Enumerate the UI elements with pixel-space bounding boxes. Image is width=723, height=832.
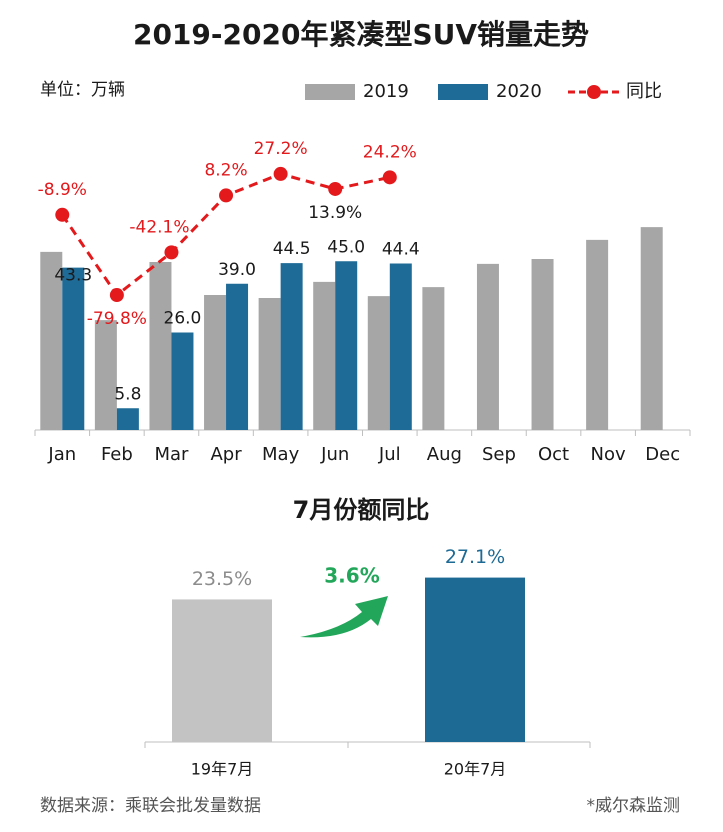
bar	[313, 281, 336, 430]
bar	[116, 408, 139, 430]
bar	[586, 239, 609, 430]
bar	[425, 577, 525, 742]
data-label: 45.0	[327, 237, 365, 257]
legend-swatch	[305, 84, 355, 100]
bar	[280, 263, 303, 430]
data-label: 13.9%	[308, 203, 362, 223]
bar	[335, 261, 358, 430]
x-tick-label: 19年7月	[191, 760, 254, 779]
bar	[171, 332, 194, 430]
source: 数据来源：乘联会批发量数据	[40, 796, 261, 816]
bar	[149, 262, 172, 430]
data-label: 27.2%	[254, 139, 308, 159]
data-label: 23.5%	[192, 568, 252, 590]
bar	[226, 283, 249, 430]
line-marker	[109, 288, 124, 303]
data-label: 8.2%	[204, 160, 247, 180]
line-marker	[219, 188, 234, 203]
bar	[40, 251, 63, 430]
data-label: 43.3	[54, 266, 92, 286]
data-label: 27.1%	[445, 546, 505, 568]
bar	[204, 295, 227, 430]
data-label: 5.8	[114, 384, 141, 404]
data-label: -8.9%	[38, 180, 87, 200]
chart-title: 7月份额同比	[293, 496, 430, 524]
bar	[640, 227, 663, 430]
annotation: 3.6%	[324, 564, 379, 588]
chart-title: 2019-2020年紧凑型SUV销量走势	[133, 18, 589, 51]
legend-label: 2019	[363, 81, 409, 102]
data-label: -79.8%	[87, 309, 147, 329]
line-marker	[164, 245, 179, 260]
line-marker	[55, 207, 70, 222]
x-tick-label: Aug	[427, 444, 462, 465]
bar	[389, 263, 412, 430]
x-tick-label: Mar	[154, 444, 189, 465]
data-label: 26.0	[164, 309, 202, 329]
line-marker	[273, 166, 288, 181]
bar	[367, 296, 390, 430]
legend-label: 2020	[496, 81, 542, 102]
note: *威尔森监测	[587, 796, 681, 816]
x-tick-label: Jul	[378, 444, 401, 465]
data-label: -42.1%	[129, 217, 189, 237]
line-marker	[328, 181, 343, 196]
bar	[476, 263, 499, 430]
legend-swatch	[438, 84, 488, 100]
data-label: 39.0	[218, 260, 256, 280]
data-label: 44.5	[273, 239, 311, 259]
data-label: 24.2%	[363, 142, 417, 162]
legend-label: 同比	[626, 81, 662, 102]
x-tick-label: May	[262, 444, 300, 465]
arrow	[300, 596, 388, 638]
x-tick-label: Oct	[538, 444, 569, 465]
bar	[172, 599, 272, 742]
x-tick-label: Dec	[645, 444, 680, 465]
x-tick-label: Apr	[210, 444, 242, 465]
x-tick-label: Sep	[482, 444, 516, 465]
bar	[62, 267, 85, 430]
x-tick-label: 20年7月	[444, 760, 507, 779]
x-tick-label: Nov	[591, 444, 626, 465]
bar	[258, 298, 281, 430]
bar	[94, 320, 117, 430]
x-tick-label: Jan	[47, 444, 76, 465]
bar	[422, 287, 445, 430]
x-tick-label: Feb	[101, 444, 133, 465]
x-tick-label: Jun	[320, 444, 349, 465]
line-marker	[382, 170, 397, 185]
bar	[531, 259, 554, 430]
unit-label: 单位：万辆	[40, 80, 125, 100]
legend-marker	[587, 85, 601, 99]
data-label: 44.4	[382, 240, 420, 260]
